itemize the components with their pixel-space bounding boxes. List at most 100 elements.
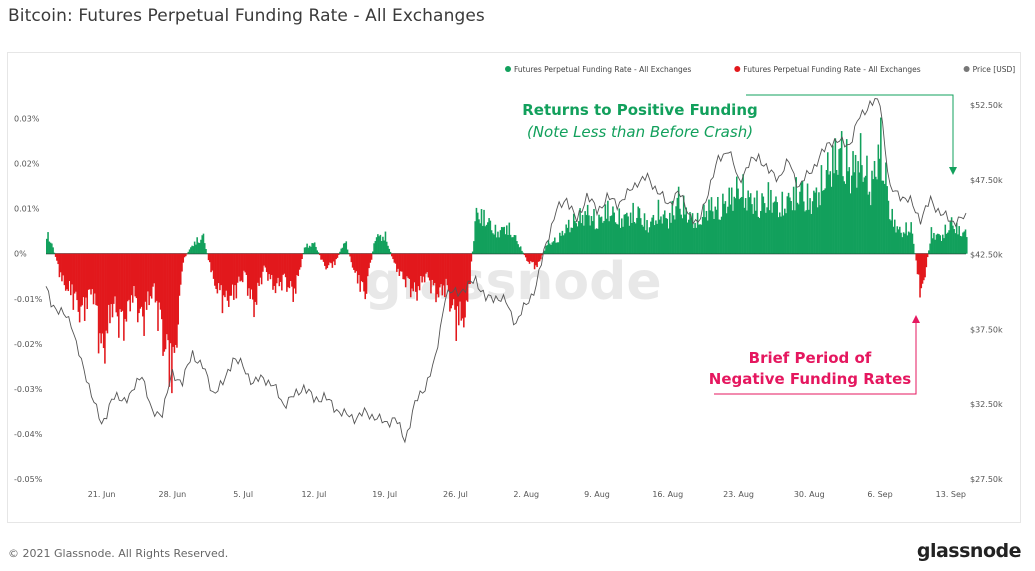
funding-bar <box>705 210 708 254</box>
funding-bar <box>408 253 411 279</box>
funding-bar <box>610 215 613 254</box>
funding-bar <box>476 212 479 254</box>
funding-bar <box>240 253 243 281</box>
funding-bar <box>94 253 96 294</box>
funding-bar <box>935 234 938 254</box>
funding-bar <box>403 253 406 280</box>
funding-bar <box>723 203 725 254</box>
funding-bar <box>449 253 451 312</box>
funding-bar <box>489 220 492 254</box>
funding-bar <box>532 253 535 262</box>
funding-bar <box>178 253 181 296</box>
funding-bar <box>111 253 114 318</box>
funding-bar <box>258 253 260 286</box>
funding-bar <box>63 253 66 286</box>
funding-bar <box>866 155 868 254</box>
funding-bar <box>590 216 593 254</box>
funding-bar <box>550 244 552 254</box>
funding-bar <box>628 225 631 254</box>
funding-bar <box>816 207 819 254</box>
funding-bar <box>663 210 666 254</box>
funding-bar <box>666 218 669 254</box>
funding-bar <box>457 253 460 326</box>
funding-bar <box>440 253 442 285</box>
funding-bar <box>398 253 401 276</box>
y-left-tick-label: -0.01% <box>14 295 43 304</box>
funding-bar <box>173 253 176 353</box>
funding-bar <box>452 253 455 300</box>
funding-bar <box>588 215 590 254</box>
funding-bar <box>556 242 559 254</box>
y-right-tick-label: $52.50k <box>970 101 1003 110</box>
funding-bar <box>746 210 748 254</box>
funding-bar <box>651 217 653 254</box>
funding-bar <box>526 253 528 261</box>
funding-bar <box>207 253 210 261</box>
legend-label: Futures Perpetual Funding Rate - All Exc… <box>743 65 920 74</box>
funding-bar <box>423 253 426 283</box>
funding-bar <box>201 235 204 254</box>
funding-bar <box>763 203 766 254</box>
funding-bar <box>694 222 696 254</box>
funding-bar <box>129 253 131 312</box>
funding-bar <box>565 224 567 254</box>
funding-bar <box>786 196 789 254</box>
funding-bar <box>687 219 690 254</box>
funding-bar <box>634 223 637 254</box>
funding-bar <box>655 220 657 254</box>
funding-bar <box>409 253 412 298</box>
funding-bar <box>387 245 389 254</box>
funding-bar <box>205 249 207 254</box>
funding-bar <box>758 218 761 254</box>
funding-bar <box>251 253 254 300</box>
funding-bar <box>176 253 178 348</box>
funding-bar <box>524 253 527 258</box>
funding-bar <box>562 235 565 254</box>
funding-bar <box>677 186 680 254</box>
funding-bar <box>366 253 369 277</box>
funding-bar <box>952 225 954 254</box>
funding-bar <box>555 242 557 254</box>
funding-bar <box>327 253 330 266</box>
funding-bar <box>147 253 149 292</box>
funding-bar <box>464 253 466 318</box>
funding-bar <box>480 209 483 254</box>
funding-bar <box>936 233 939 254</box>
funding-bar <box>183 253 186 258</box>
annotation-negative-arrow <box>912 315 920 323</box>
funding-bar <box>353 253 355 270</box>
funding-bar <box>174 253 177 345</box>
funding-bar <box>124 253 126 319</box>
funding-bar <box>815 187 818 254</box>
funding-bar <box>704 217 706 254</box>
funding-bar <box>949 221 952 254</box>
funding-bar <box>289 253 292 282</box>
funding-bar <box>727 206 729 254</box>
funding-bar <box>320 253 322 260</box>
funding-bar <box>302 252 305 254</box>
funding-bar <box>140 253 143 307</box>
funding-bar <box>799 191 801 254</box>
funding-bar <box>782 215 785 254</box>
funding-bar <box>760 211 762 254</box>
funding-bar <box>255 253 258 305</box>
funding-bar <box>594 229 597 254</box>
funding-bar <box>164 253 167 350</box>
funding-bar <box>193 241 196 254</box>
funding-bar <box>85 253 87 298</box>
funding-bar <box>73 253 76 294</box>
funding-bar <box>171 253 173 394</box>
funding-bar <box>431 253 434 280</box>
funding-bar <box>560 235 562 254</box>
funding-bar <box>235 253 238 299</box>
funding-bar <box>593 208 595 254</box>
funding-bar <box>778 212 781 254</box>
funding-bar <box>494 224 497 254</box>
funding-bar <box>269 253 272 280</box>
funding-bar <box>492 233 494 254</box>
funding-bar <box>382 236 384 254</box>
funding-bar <box>681 218 684 254</box>
funding-bar <box>216 253 219 294</box>
funding-bar <box>646 220 648 254</box>
funding-bar <box>389 251 392 254</box>
